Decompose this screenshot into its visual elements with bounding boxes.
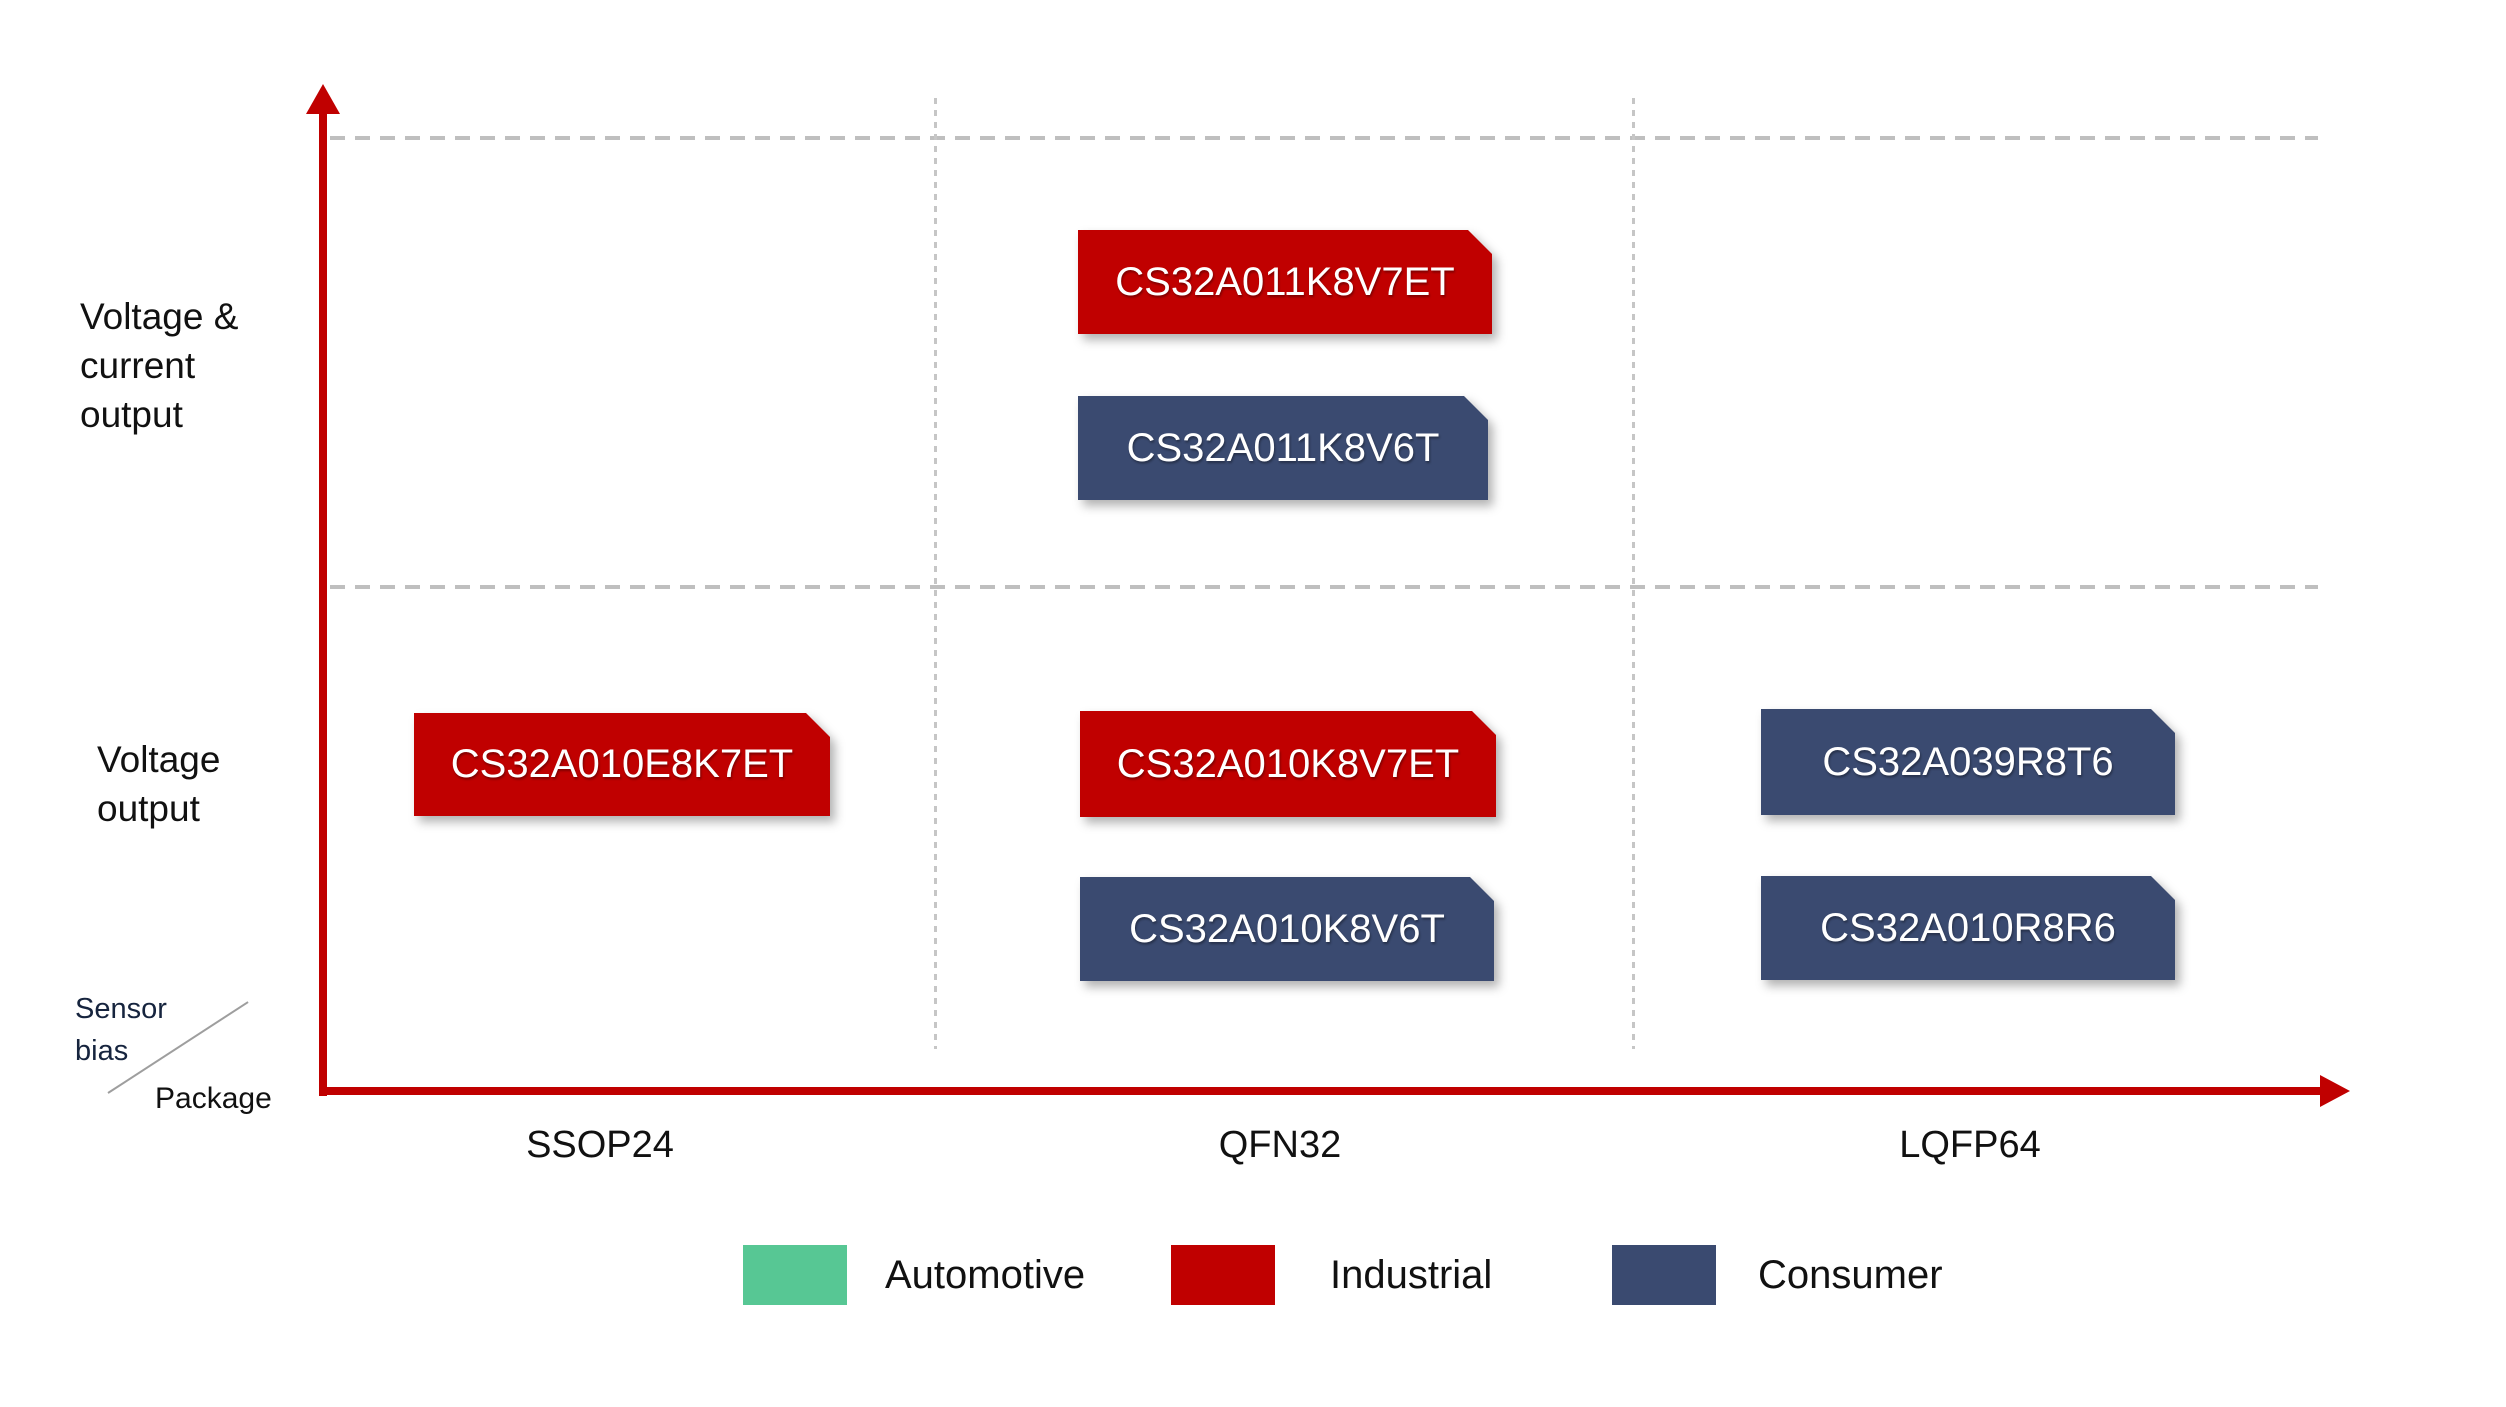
gridline-horizontal-top xyxy=(330,136,2318,140)
legend-label-automotive: Automotive xyxy=(885,1252,1086,1297)
x-category-lqfp64: LQFP64 xyxy=(1899,1124,2041,1166)
part-box-cs32a011k8v6t: CS32A011K8V6T xyxy=(1078,396,1488,500)
part-label: CS32A010K8V7ET xyxy=(1116,741,1460,786)
part-box-cs32a039r8t6: CS32A039R8T6 xyxy=(1761,709,2175,815)
x-axis-arrow-icon xyxy=(2320,1075,2350,1107)
part-box-cs32a010k8v6t: CS32A010K8V6T xyxy=(1080,877,1494,981)
x-category-ssop24: SSOP24 xyxy=(526,1124,674,1166)
gridline-horizontal-middle xyxy=(330,585,2318,589)
y-dimension-label: Sensor bias xyxy=(75,993,167,1067)
y-axis-line xyxy=(319,108,327,1096)
legend-swatch-industrial xyxy=(1171,1245,1275,1305)
part-box-cs32a010k8v7et: CS32A010K8V7ET xyxy=(1080,711,1496,817)
part-box-fill: CS32A010E8K7ET xyxy=(414,713,830,816)
x-category-qfn32: QFN32 xyxy=(1218,1124,1342,1166)
legend-swatch-automotive xyxy=(743,1245,847,1305)
part-box-cs32a010e8k7et: CS32A010E8K7ET xyxy=(414,713,830,816)
x-axis-line xyxy=(319,1087,2325,1095)
row-label-voltage-output: Voltage output xyxy=(97,739,221,829)
part-label: CS32A011K8V7ET xyxy=(1115,259,1455,304)
y-axis-arrow-icon xyxy=(306,84,340,114)
part-box-fill: CS32A011K8V6T xyxy=(1078,396,1488,500)
gridline-vertical-2 xyxy=(1632,98,1635,1049)
part-label: CS32A010K8V6T xyxy=(1129,906,1445,951)
legend-label-industrial: Industrial xyxy=(1330,1252,1493,1297)
part-box-fill: CS32A010K8V7ET xyxy=(1080,711,1496,817)
row-label-voltage-current-output: Voltage & current output xyxy=(80,296,239,435)
part-label: CS32A010R8R6 xyxy=(1820,905,2116,950)
x-dimension-label: Package xyxy=(155,1082,272,1115)
part-box-fill: CS32A011K8V7ET xyxy=(1078,230,1492,334)
gridline-vertical-1 xyxy=(934,98,937,1049)
part-box-fill: CS32A039R8T6 xyxy=(1761,709,2175,815)
part-box-fill: CS32A010R8R6 xyxy=(1761,876,2175,980)
part-box-fill: CS32A010K8V6T xyxy=(1080,877,1494,981)
legend-label-consumer: Consumer xyxy=(1758,1252,1943,1297)
part-label: CS32A039R8T6 xyxy=(1822,739,2114,784)
part-box-cs32a011k8v7et: CS32A011K8V7ET xyxy=(1078,230,1492,334)
part-label: CS32A011K8V6T xyxy=(1126,425,1440,470)
part-box-cs32a010r8r6: CS32A010R8R6 xyxy=(1761,876,2175,980)
legend-swatch-consumer xyxy=(1612,1245,1716,1305)
part-label: CS32A010E8K7ET xyxy=(450,742,794,786)
